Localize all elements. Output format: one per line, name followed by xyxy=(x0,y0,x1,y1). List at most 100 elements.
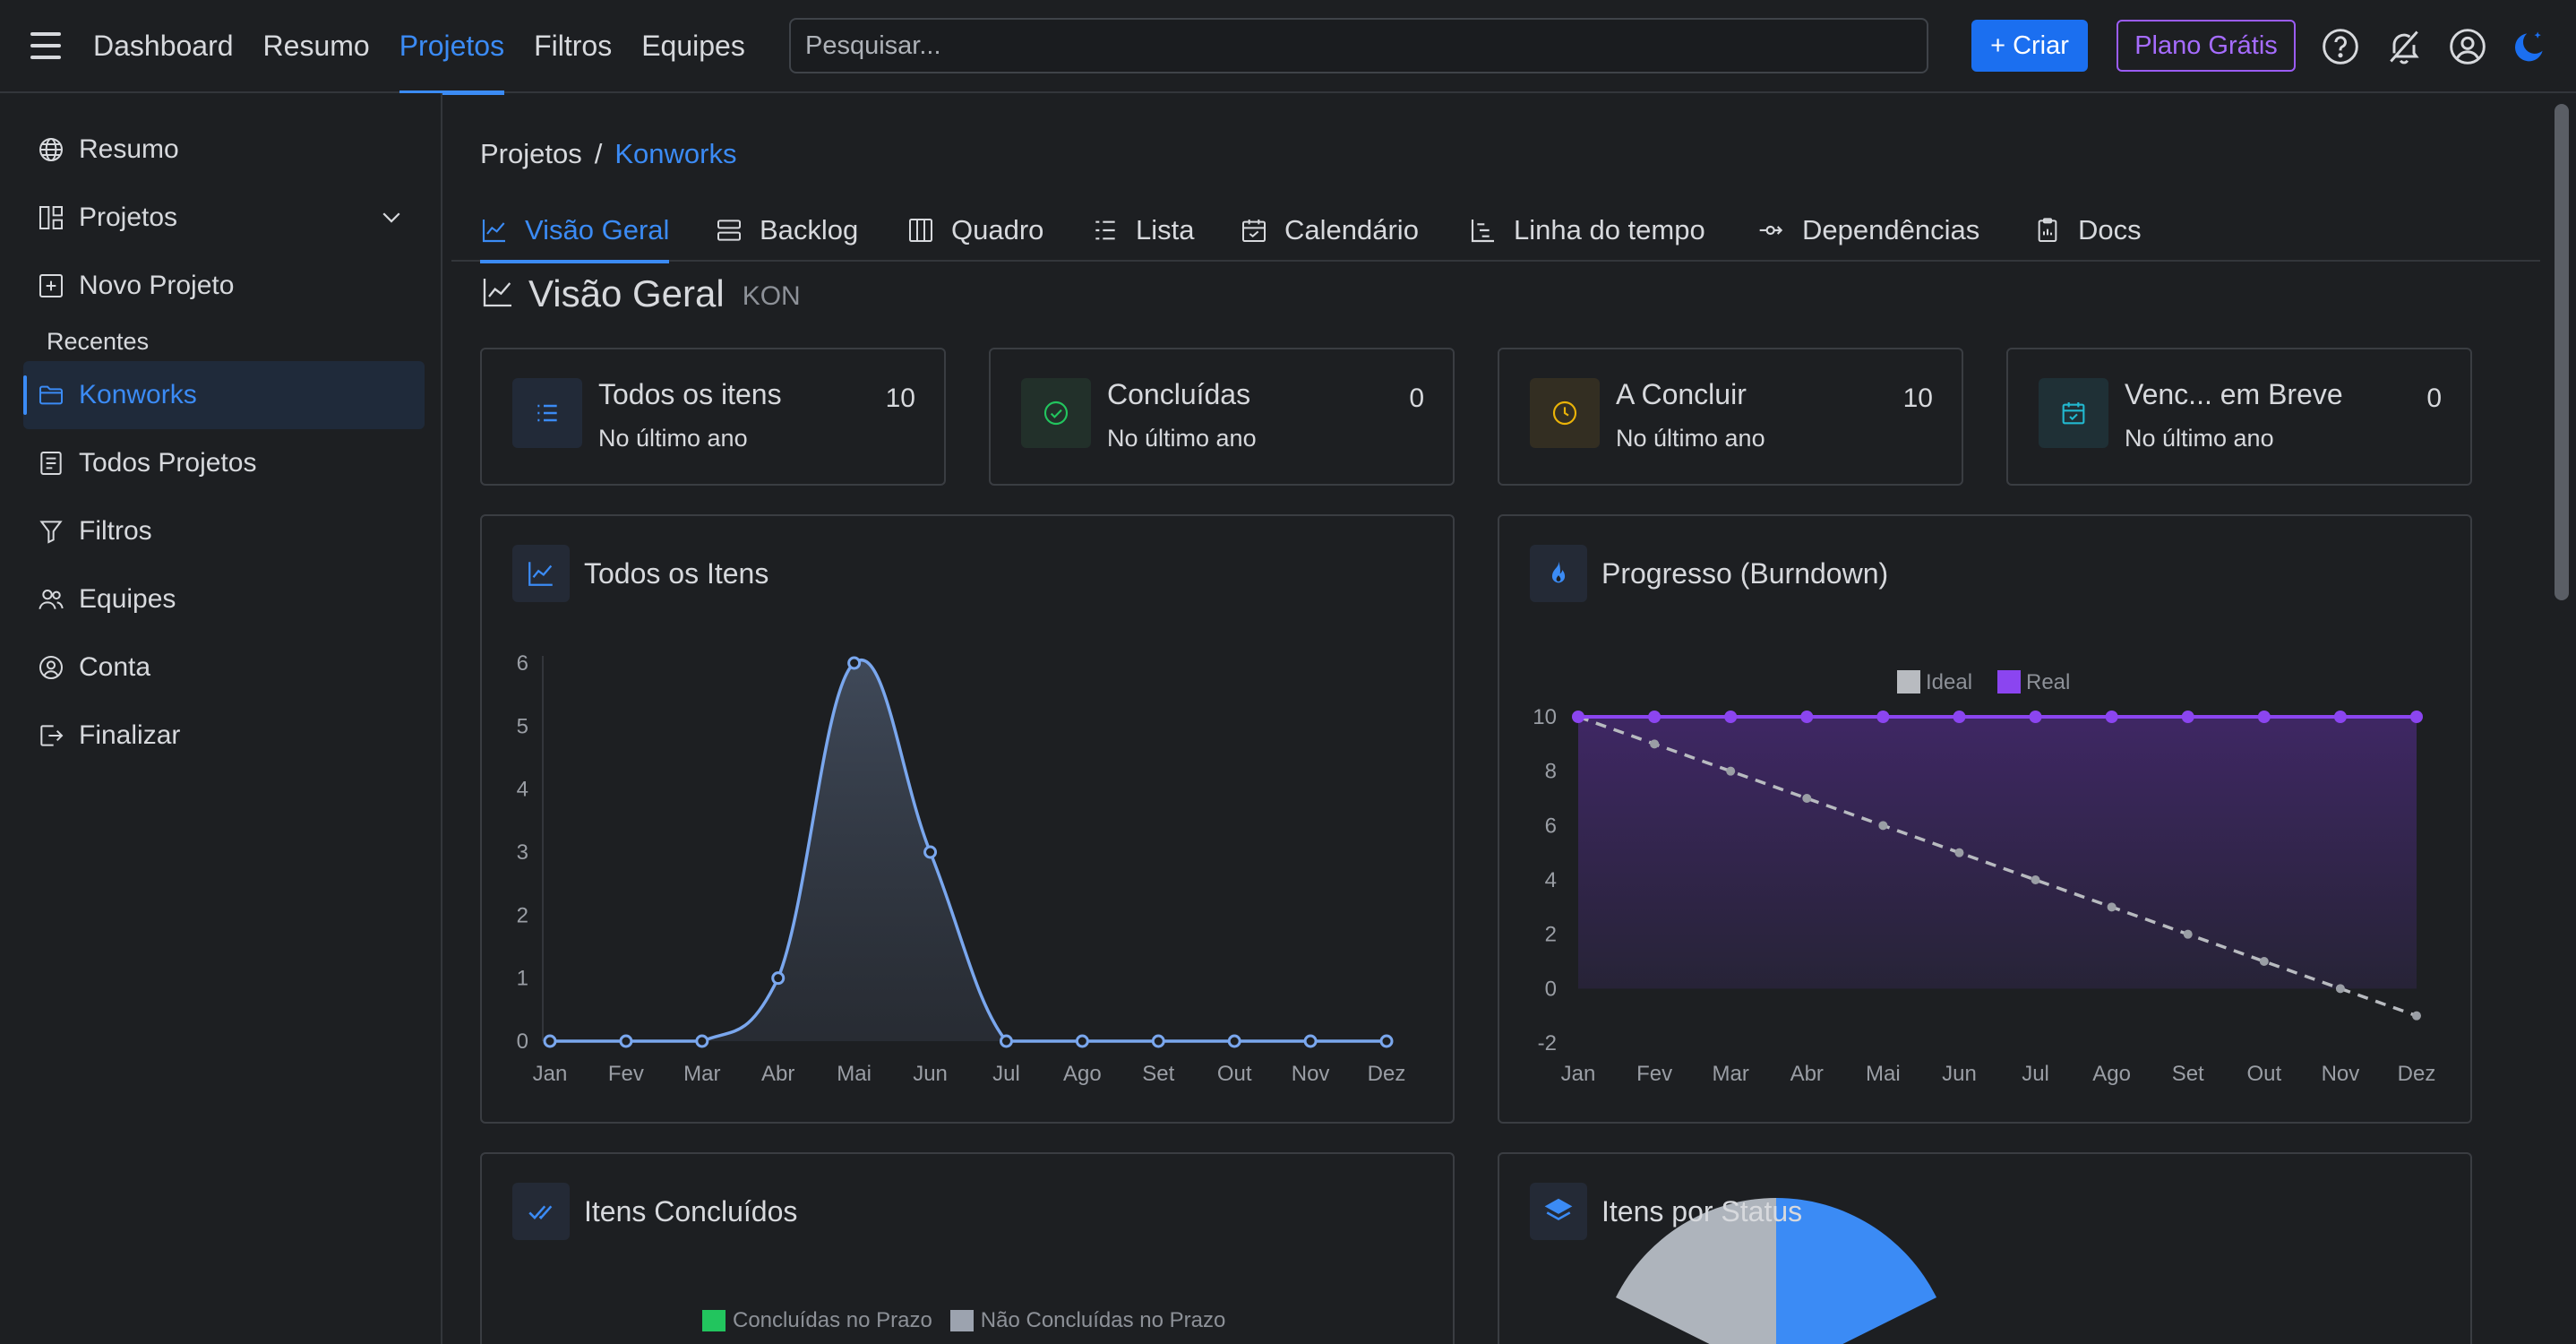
real-point xyxy=(2410,711,2423,723)
data-point xyxy=(999,1034,1013,1048)
x-tick-label: Jan xyxy=(1561,1062,1596,1086)
x-tick-label: Abr xyxy=(761,1062,794,1086)
x-tick-label: Jun xyxy=(1942,1062,1977,1086)
notifications-off-icon[interactable] xyxy=(2384,27,2424,66)
completed-legend: Concluídas no Prazo Não Concluídas no Pr… xyxy=(702,1308,1225,1333)
sidebar-item-label: Konworks xyxy=(79,380,197,409)
list-icon xyxy=(512,378,582,448)
tab-dependencias[interactable]: Dependências xyxy=(1757,199,1979,262)
stat-label: Venc... em Breve xyxy=(2125,378,2343,410)
sidebar-item-konworks[interactable]: Konworks xyxy=(23,361,425,429)
page-title: Visão Geral KON xyxy=(480,272,801,315)
nav-filtros[interactable]: Filtros xyxy=(534,30,613,62)
x-tick-label: Jun xyxy=(913,1062,948,1086)
stat-card-due-soon[interactable]: Venc... em Breve No último ano 0 xyxy=(2006,348,2472,486)
legend-swatch-ideal xyxy=(1897,670,1920,694)
sidebar-item-todos-projetos[interactable]: Todos Projetos xyxy=(23,429,425,497)
panel-completed-items: Itens Concluídos Concluídas no Prazo Não… xyxy=(480,1152,1455,1344)
panel-all-items: 0 1 2 3 4 5 6 Jan Fev Mar Abr Mai Jun Jul Ago Set Out Nov… xyxy=(480,514,1455,1124)
nav-equipes[interactable]: Equipes xyxy=(641,30,745,62)
x-tick-label: Mar xyxy=(683,1062,720,1086)
series-area xyxy=(550,659,1387,1041)
chevron-down-icon[interactable] xyxy=(378,203,405,230)
tab-visao-geral[interactable]: Visão Geral xyxy=(480,199,670,263)
tab-quadro[interactable]: Quadro xyxy=(906,199,1043,262)
y-tick-label: -2 xyxy=(1538,1031,1557,1055)
legend-label: Concluídas no Prazo xyxy=(733,1308,932,1332)
tab-lista[interactable]: Lista xyxy=(1091,199,1194,262)
ideal-point xyxy=(2031,875,2040,884)
stat-count: 0 xyxy=(2426,383,2442,413)
y-tick-label: 6 xyxy=(1545,814,1557,838)
panel-title: Progresso (Burndown) xyxy=(1601,556,1889,590)
project-code: KON xyxy=(742,281,801,311)
help-icon[interactable] xyxy=(2321,27,2360,66)
tab-label: Dependências xyxy=(1802,214,1980,246)
breadcrumb-current[interactable]: Konworks xyxy=(614,138,737,169)
sidebar-item-novo-projeto[interactable]: Novo Projeto xyxy=(23,252,425,320)
line-chart-icon xyxy=(512,545,570,602)
tab-label: Lista xyxy=(1136,214,1195,246)
real-point xyxy=(2333,711,2347,723)
folder-icon xyxy=(36,380,66,410)
x-tick-label: Abr xyxy=(1790,1062,1824,1086)
menu-icon[interactable] xyxy=(30,32,61,59)
sidebar-item-resumo[interactable]: Resumo xyxy=(23,116,425,184)
y-tick-label: 1 xyxy=(517,967,528,991)
nav-resumo[interactable]: Resumo xyxy=(262,30,370,62)
page-title-text: Visão Geral xyxy=(528,272,725,314)
nav-projetos[interactable]: Projetos xyxy=(399,0,505,95)
tab-calendario[interactable]: Calendário xyxy=(1240,199,1419,262)
y-tick-label: 4 xyxy=(1545,868,1557,892)
tab-linha-do-tempo[interactable]: Linha do tempo xyxy=(1469,199,1705,262)
account-icon[interactable] xyxy=(2448,27,2487,66)
burndown-chart: -2 0 2 4 6 8 10 Jan Fev Mar Abr Mai Jun Jul Ago Set Out N… xyxy=(1533,670,2435,1086)
nav-dashboard[interactable]: Dashboard xyxy=(93,30,234,62)
sidebar-item-filtros[interactable]: Filtros xyxy=(23,497,425,565)
sidebar-item-label: Todos Projetos xyxy=(79,448,257,478)
y-tick-label: 0 xyxy=(517,1030,528,1054)
x-tick-label: Ago xyxy=(1063,1062,1102,1086)
sidebar-item-label: Finalizar xyxy=(79,720,181,750)
stat-card-completed[interactable]: Concluídas No último ano 0 xyxy=(989,348,1455,486)
free-plan-button[interactable]: Plano Grátis xyxy=(2117,20,2296,72)
search-input[interactable] xyxy=(789,18,1928,73)
breadcrumb-root[interactable]: Projetos xyxy=(480,138,582,169)
scrollbar-thumb[interactable] xyxy=(2555,104,2569,600)
board-icon xyxy=(906,216,935,245)
recent-section-label: Recentes xyxy=(47,328,150,355)
stat-card-to-complete[interactable]: A Concluir No último ano 10 xyxy=(1498,348,1963,486)
sidebar-item-conta[interactable]: Conta xyxy=(23,633,425,702)
real-point xyxy=(2105,711,2118,723)
create-button[interactable]: + Criar xyxy=(1971,20,2088,72)
x-tick-label: Set xyxy=(1142,1062,1174,1086)
tab-backlog[interactable]: Backlog xyxy=(715,199,858,262)
x-tick-label: Nov xyxy=(2322,1062,2360,1086)
layers-icon xyxy=(1530,1183,1587,1240)
x-tick-label: Fev xyxy=(1636,1062,1672,1086)
sidebar-item-projetos[interactable]: Projetos xyxy=(23,184,425,252)
ideal-line xyxy=(1577,715,2417,1018)
legend-swatch xyxy=(702,1310,726,1331)
sidebar: Resumo Projetos Novo Projeto Recentes Ko… xyxy=(0,93,442,1344)
x-tick-label: Ago xyxy=(2092,1062,2131,1086)
project-tabs: Visão Geral Backlog Quadro Lista Calendá… xyxy=(451,199,2540,263)
sidebar-item-equipes[interactable]: Equipes xyxy=(23,565,425,633)
data-point xyxy=(1075,1034,1089,1048)
plus-square-icon xyxy=(36,271,66,301)
tab-docs[interactable]: Docs xyxy=(2033,199,2142,262)
docs-icon xyxy=(2033,216,2062,245)
stat-card-all-items[interactable]: Todos os itens No último ano 10 xyxy=(480,348,946,486)
sidebar-item-label: Projetos xyxy=(79,202,178,232)
sidebar-item-finalizar[interactable]: Finalizar xyxy=(23,702,425,770)
panel-title: Todos os Itens xyxy=(584,556,769,590)
stat-sub: No último ano xyxy=(1107,425,1257,452)
data-point xyxy=(619,1034,633,1048)
tab-label: Visão Geral xyxy=(525,214,670,246)
ideal-point xyxy=(1726,766,1736,776)
real-point xyxy=(1724,711,1738,723)
theme-moon-icon[interactable] xyxy=(2510,27,2549,66)
x-tick-label: Jul xyxy=(992,1062,1020,1086)
data-point xyxy=(1379,1034,1394,1048)
ideal-point xyxy=(1878,821,1888,831)
